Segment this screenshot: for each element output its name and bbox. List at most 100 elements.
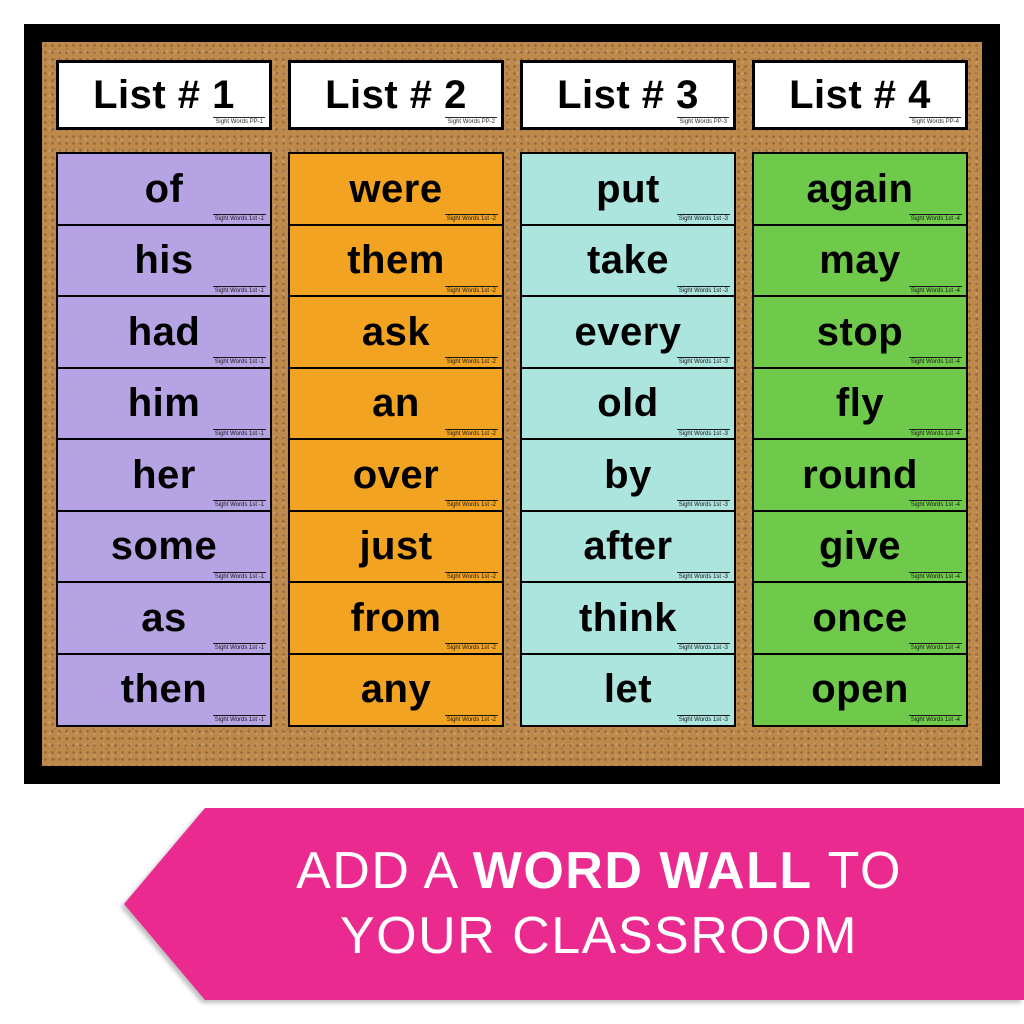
word-sublabel: Sight Words 1st -3 bbox=[677, 715, 730, 724]
word-sublabel: Sight Words 1st -2 bbox=[445, 429, 498, 438]
word-text: let bbox=[604, 667, 652, 712]
column-header-sublabel: Sight Words PP-3 bbox=[677, 117, 729, 126]
word-card: thenSight Words 1st -1 bbox=[56, 653, 272, 727]
word-text: as bbox=[141, 596, 187, 641]
word-sublabel: Sight Words 1st -2 bbox=[445, 715, 498, 724]
word-sublabel: Sight Words 1st -1 bbox=[213, 572, 266, 581]
word-text: any bbox=[361, 667, 431, 712]
word-text: had bbox=[128, 310, 201, 355]
word-text: round bbox=[802, 453, 918, 498]
word-card: over Sight Words 1st -2 bbox=[288, 438, 504, 512]
word-card: stopSight Words 1st -4 bbox=[752, 295, 968, 369]
word-card: every Sight Words 1st -3 bbox=[520, 295, 736, 369]
banner-text-pre: ADD A bbox=[296, 842, 473, 900]
word-sublabel: Sight Words 1st -3 bbox=[677, 572, 730, 581]
word-card: thinkSight Words 1st -3 bbox=[520, 581, 736, 655]
word-stack: putSight Words 1st -3takeSight Words 1st… bbox=[520, 152, 736, 727]
word-text: his bbox=[134, 238, 193, 283]
word-card: putSight Words 1st -3 bbox=[520, 152, 736, 226]
word-text: an bbox=[372, 381, 420, 426]
word-text: them bbox=[347, 238, 445, 283]
column-header-sublabel: Sight Words PP-4 bbox=[909, 117, 961, 126]
column-header: List # 2Sight Words PP-2 bbox=[288, 60, 504, 130]
word-card: an Sight Words 1st -2 bbox=[288, 367, 504, 441]
banner-line-1: ADD A WORD WALL TO bbox=[296, 839, 902, 904]
word-sublabel: Sight Words 1st -3 bbox=[677, 429, 730, 438]
word-card: take Sight Words 1st -3 bbox=[520, 224, 736, 298]
banner-text-post: TO bbox=[813, 842, 902, 900]
word-sublabel: Sight Words 1st -3 bbox=[677, 286, 730, 295]
word-text: put bbox=[596, 167, 660, 212]
word-sublabel: Sight Words 1st -1 bbox=[213, 214, 266, 223]
word-card: askSight Words 1st -2 bbox=[288, 295, 504, 369]
banner-shape: ADD A WORD WALL TO YOUR CLASSROOM bbox=[124, 808, 1024, 1000]
word-sublabel: Sight Words 1st -4 bbox=[909, 429, 962, 438]
word-text: once bbox=[812, 596, 907, 641]
word-text: old bbox=[597, 381, 658, 426]
word-card: hisSight Words 1st -1 bbox=[56, 224, 272, 298]
word-text: then bbox=[121, 667, 207, 712]
column-header-label: List # 3 bbox=[557, 73, 699, 118]
word-text: over bbox=[353, 453, 440, 498]
promo-banner: ADD A WORD WALL TO YOUR CLASSROOM bbox=[124, 808, 1024, 1000]
word-sublabel: Sight Words 1st -4 bbox=[909, 214, 962, 223]
word-card: wereSight Words 1st -2 bbox=[288, 152, 504, 226]
word-text: from bbox=[351, 596, 442, 641]
word-sublabel: Sight Words 1st -3 bbox=[677, 357, 730, 366]
word-card: any Sight Words 1st -2 bbox=[288, 653, 504, 727]
word-sublabel: Sight Words 1st -4 bbox=[909, 572, 962, 581]
word-card: roundSight Words 1st -4 bbox=[752, 438, 968, 512]
word-text: take bbox=[587, 238, 669, 283]
column-2: List # 2Sight Words PP-2wereSight Words … bbox=[288, 60, 504, 750]
word-sublabel: Sight Words 1st -4 bbox=[909, 286, 962, 295]
word-sublabel: Sight Words 1st -2 bbox=[445, 286, 498, 295]
column-1: List # 1Sight Words PP-1 of Sight Words 1s… bbox=[56, 60, 272, 750]
word-card: fly Sight Words 1st -4 bbox=[752, 367, 968, 441]
word-text: open bbox=[811, 667, 909, 712]
word-card: again Sight Words 1st -4 bbox=[752, 152, 968, 226]
word-stack: wereSight Words 1st -2themSight Words 1s… bbox=[288, 152, 504, 727]
banner-text-bold: WORD WALL bbox=[473, 842, 813, 900]
word-sublabel: Sight Words 1st -4 bbox=[909, 643, 962, 652]
word-sublabel: Sight Words 1st -2 bbox=[445, 500, 498, 509]
word-card: old Sight Words 1st -3 bbox=[520, 367, 736, 441]
word-sublabel: Sight Words 1st -1 bbox=[213, 500, 266, 509]
word-card: some Sight Words 1st -1 bbox=[56, 510, 272, 584]
column-header: List # 4Sight Words PP-4 bbox=[752, 60, 968, 130]
word-sublabel: Sight Words 1st -2 bbox=[445, 214, 498, 223]
page: List # 1Sight Words PP-1 of Sight Words 1s… bbox=[0, 0, 1024, 1024]
word-card: let Sight Words 1st -3 bbox=[520, 653, 736, 727]
word-text: some bbox=[111, 524, 218, 569]
word-sublabel: Sight Words 1st -2 bbox=[445, 357, 498, 366]
word-text: of bbox=[145, 167, 184, 212]
word-sublabel: Sight Words 1st -1 bbox=[213, 643, 266, 652]
word-card: giveSight Words 1st -4 bbox=[752, 510, 968, 584]
word-stack: ofSight Words 1st -1hisSight Words 1st -… bbox=[56, 152, 272, 727]
banner-line-2: YOUR CLASSROOM bbox=[340, 904, 858, 969]
word-text: him bbox=[128, 381, 201, 426]
word-card: fromSight Words 1st -2 bbox=[288, 581, 504, 655]
word-text: just bbox=[359, 524, 432, 569]
column-header-label: List # 1 bbox=[93, 73, 235, 118]
word-text: after bbox=[583, 524, 672, 569]
word-text: fly bbox=[836, 381, 884, 426]
word-text: again bbox=[807, 167, 914, 212]
word-card: onceSight Words 1st -4 bbox=[752, 581, 968, 655]
column-header-sublabel: Sight Words PP-1 bbox=[213, 117, 265, 126]
word-card: herSight Words 1st -1 bbox=[56, 438, 272, 512]
word-card: themSight Words 1st -2 bbox=[288, 224, 504, 298]
word-card: openSight Words 1st -4 bbox=[752, 653, 968, 727]
word-sublabel: Sight Words 1st -3 bbox=[677, 500, 730, 509]
word-text: may bbox=[819, 238, 901, 283]
word-text: were bbox=[349, 167, 442, 212]
cork-board: List # 1Sight Words PP-1 of Sight Words 1s… bbox=[42, 42, 982, 766]
board-frame: List # 1Sight Words PP-1 of Sight Words 1s… bbox=[24, 24, 1000, 784]
word-sublabel: Sight Words 1st -2 bbox=[445, 643, 498, 652]
word-text: think bbox=[579, 596, 677, 641]
word-sublabel: Sight Words 1st -4 bbox=[909, 357, 962, 366]
word-sublabel: Sight Words 1st -2 bbox=[445, 572, 498, 581]
word-text: every bbox=[574, 310, 681, 355]
word-card: as Sight Words 1st -1 bbox=[56, 581, 272, 655]
column-header-sublabel: Sight Words PP-2 bbox=[445, 117, 497, 126]
word-sublabel: Sight Words 1st -1 bbox=[213, 429, 266, 438]
